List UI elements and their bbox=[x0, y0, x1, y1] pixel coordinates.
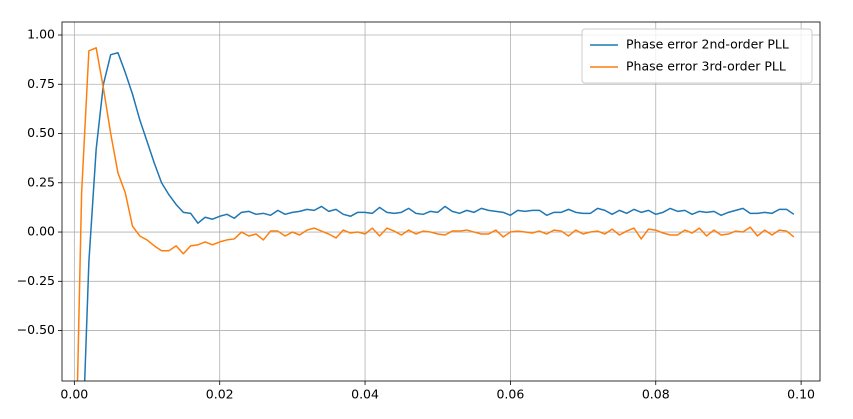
plot-frame bbox=[61, 21, 821, 382]
x-tick-label: 0.00 bbox=[60, 387, 88, 402]
x-tick-label: 0.04 bbox=[351, 387, 379, 402]
y-tick-label: −0.25 bbox=[17, 273, 55, 288]
x-tick-label: 0.10 bbox=[787, 387, 815, 402]
series-line bbox=[76, 47, 795, 381]
y-tick-label: 0.25 bbox=[27, 174, 55, 189]
series-line bbox=[83, 51, 795, 381]
y-tick-label: 0.75 bbox=[27, 76, 55, 91]
x-tick-label: 0.08 bbox=[642, 387, 670, 402]
x-tick-label: 0.06 bbox=[496, 387, 524, 402]
y-tick-label: 0.50 bbox=[27, 125, 55, 140]
legend-box bbox=[581, 28, 813, 84]
plot-lines bbox=[76, 47, 795, 381]
y-tick-label: −0.50 bbox=[17, 322, 55, 337]
y-tick-label: 0.00 bbox=[27, 224, 55, 239]
legend-label: Phase error 2nd-order PLL bbox=[626, 37, 789, 52]
legend-label: Phase error 3rd-order PLL bbox=[626, 59, 786, 74]
y-tick-label: 1.00 bbox=[27, 27, 55, 42]
x-tick-label: 0.02 bbox=[206, 387, 234, 402]
